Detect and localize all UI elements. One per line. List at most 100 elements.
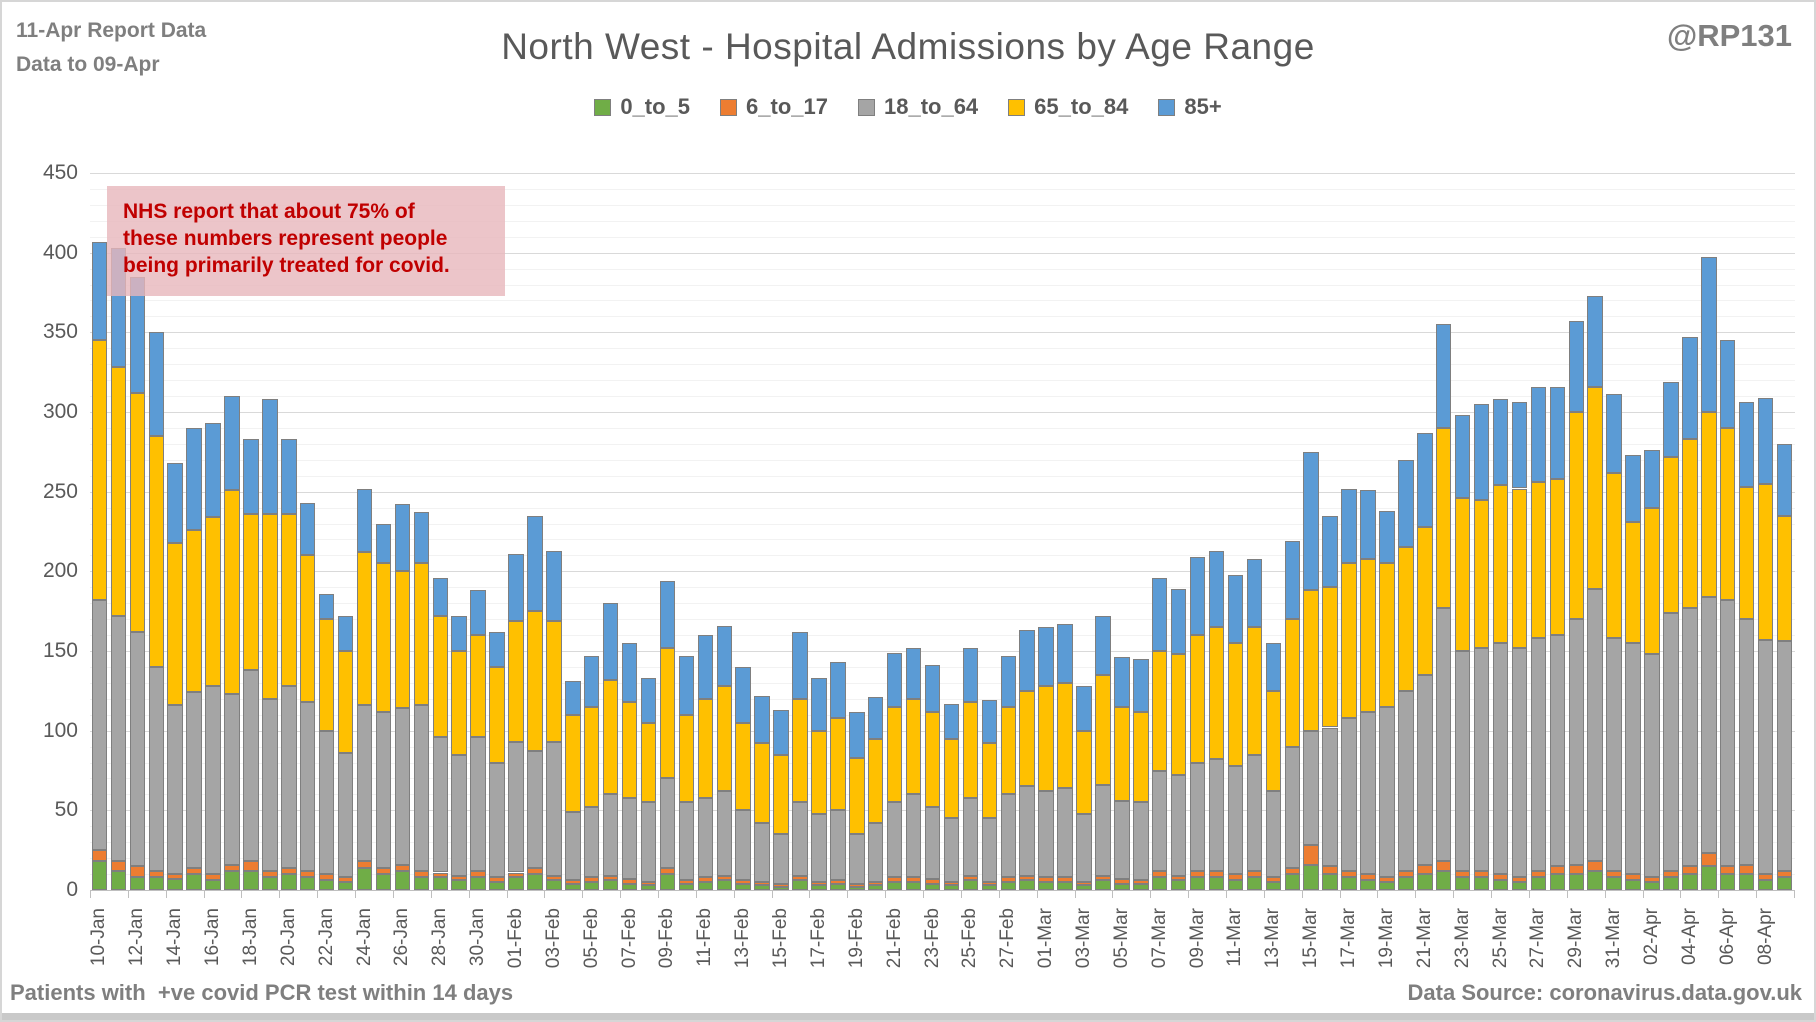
bar-segment-85- (1322, 515, 1338, 588)
bar-segment-6_to_17 (1492, 874, 1509, 881)
bar-14-Mar (1284, 173, 1301, 890)
bar-segment-6_to_17 (1701, 853, 1717, 867)
x-axis-tick-label: 17-Mar (1338, 908, 1360, 969)
bar-segment-6_to_17 (621, 878, 638, 884)
bar-segment-6_to_17 (1606, 870, 1622, 878)
bar-segment-65_to_84 (1095, 674, 1111, 785)
bar-06-Feb (602, 173, 619, 890)
x-axis-tick-label: 23-Feb (921, 908, 943, 969)
bar-segment-0_to_5 (527, 874, 543, 890)
bar-25-Jan (375, 173, 392, 890)
bar-segment-85- (1530, 386, 1547, 483)
minor-gridline (90, 762, 1795, 764)
bar-segment-0_to_5 (413, 877, 430, 890)
bar-segment-6_to_17 (186, 867, 202, 875)
bar-segment-0_to_5 (1701, 866, 1717, 890)
bar-segment-85- (1379, 510, 1395, 564)
bar-segment-0_to_5 (1227, 880, 1244, 890)
bar-segment-0_to_5 (470, 877, 486, 890)
bar-segment-0_to_5 (299, 877, 316, 890)
bar-segment-65_to_84 (1038, 686, 1054, 792)
bar-18-Feb (830, 173, 846, 890)
bar-segment-6_to_17 (1151, 870, 1168, 878)
x-axis-tick (544, 891, 546, 898)
bar-segment-85- (583, 655, 600, 707)
x-axis-tick-label: 22-Jan (315, 908, 337, 967)
data-to-line: Data to 09-Apr (16, 53, 160, 76)
bar-16-Mar (1322, 173, 1338, 890)
bar-segment-0_to_5 (1492, 880, 1509, 890)
bar-13-Mar (1265, 173, 1282, 890)
bar-segment-0_to_5 (356, 867, 373, 890)
bar-segment-65_to_84 (1435, 427, 1452, 608)
bar-03-Mar (1076, 173, 1092, 890)
bar-segment-65_to_84 (867, 738, 884, 824)
x-axis-tick (1377, 891, 1379, 898)
bar-segment-6_to_17 (337, 877, 354, 883)
bar-segment-18_to_64 (1549, 635, 1566, 867)
bar-segment-65_to_84 (962, 702, 979, 798)
bar-segment-65_to_84 (1530, 482, 1547, 639)
bar-segment-6_to_17 (1133, 880, 1149, 884)
bar-segment-18_to_64 (981, 818, 998, 883)
x-axis-line (90, 890, 1795, 891)
bar-segment-6_to_17 (375, 867, 392, 875)
legend-item-18_to_64: 18_to_64 (857, 94, 978, 120)
y-axis-tick-label: 400 (42, 240, 78, 264)
x-axis-tick-label: 15-Feb (770, 908, 792, 969)
bar-segment-6_to_17 (1322, 866, 1338, 875)
minor-gridline (90, 555, 1795, 557)
bar-segment-6_to_17 (1511, 877, 1528, 883)
bar-segment-6_to_17 (905, 877, 922, 883)
bar-segment-65_to_84 (1757, 483, 1774, 640)
x-axis-tick (1528, 891, 1530, 898)
bar-17-Feb (811, 173, 827, 890)
bar-segment-6_to_17 (224, 864, 240, 871)
bar-segment-18_to_64 (924, 807, 941, 879)
bar-segment-0_to_5 (1170, 880, 1187, 890)
bar-segment-0_to_5 (451, 880, 467, 890)
bar-13-Jan (148, 173, 165, 890)
bar-segment-65_to_84 (299, 555, 316, 702)
bar-segment-65_to_84 (1492, 485, 1509, 644)
bar-segment-18_to_64 (943, 818, 960, 883)
bar-segment-6_to_17 (489, 877, 505, 883)
x-axis-tick-label: 11-Feb (694, 908, 716, 967)
bar-segment-0_to_5 (1644, 882, 1660, 890)
x-axis-tick-label: 27-Mar (1527, 908, 1549, 969)
bar-16-Jan (205, 173, 221, 890)
bar-segment-18_to_64 (1379, 706, 1395, 878)
bar-segment-18_to_64 (1587, 588, 1603, 862)
bar-segment-65_to_84 (451, 651, 467, 755)
bar-06-Mar (1133, 173, 1149, 890)
bar-segment-6_to_17 (1568, 864, 1585, 875)
legend-swatch-icon (1158, 98, 1176, 116)
bar-segment-18_to_64 (337, 753, 354, 878)
bar-segment-6_to_17 (432, 872, 449, 878)
bar-segment-0_to_5 (1341, 877, 1357, 890)
x-axis-tick-label: 07-Feb (618, 908, 640, 969)
bar-27-Jan (413, 173, 430, 890)
bar-segment-6_to_17 (697, 877, 714, 883)
bar-segment-85- (1625, 455, 1641, 522)
x-axis-tick (392, 891, 394, 898)
major-gridline (90, 571, 1795, 573)
bar-22-Feb (905, 173, 922, 890)
bar-segment-18_to_64 (318, 730, 335, 875)
bar-segment-85- (621, 643, 638, 702)
bar-segment-18_to_64 (1360, 711, 1376, 875)
bar-segment-18_to_64 (1170, 775, 1187, 876)
bar-27-Feb (1000, 173, 1017, 890)
y-axis-tick-label: 50 (54, 798, 78, 822)
bar-segment-18_to_64 (1644, 654, 1660, 878)
bar-15-Feb (773, 173, 789, 890)
bar-segment-0_to_5 (1435, 870, 1452, 890)
minor-gridline (90, 746, 1795, 748)
bar-segment-0_to_5 (546, 880, 562, 890)
bar-segment-0_to_5 (1076, 885, 1092, 890)
bar-segment-65_to_84 (1454, 498, 1471, 651)
bar-segment-65_to_84 (1151, 651, 1168, 771)
bar-segment-0_to_5 (91, 861, 108, 890)
bar-20-Feb (867, 173, 884, 890)
